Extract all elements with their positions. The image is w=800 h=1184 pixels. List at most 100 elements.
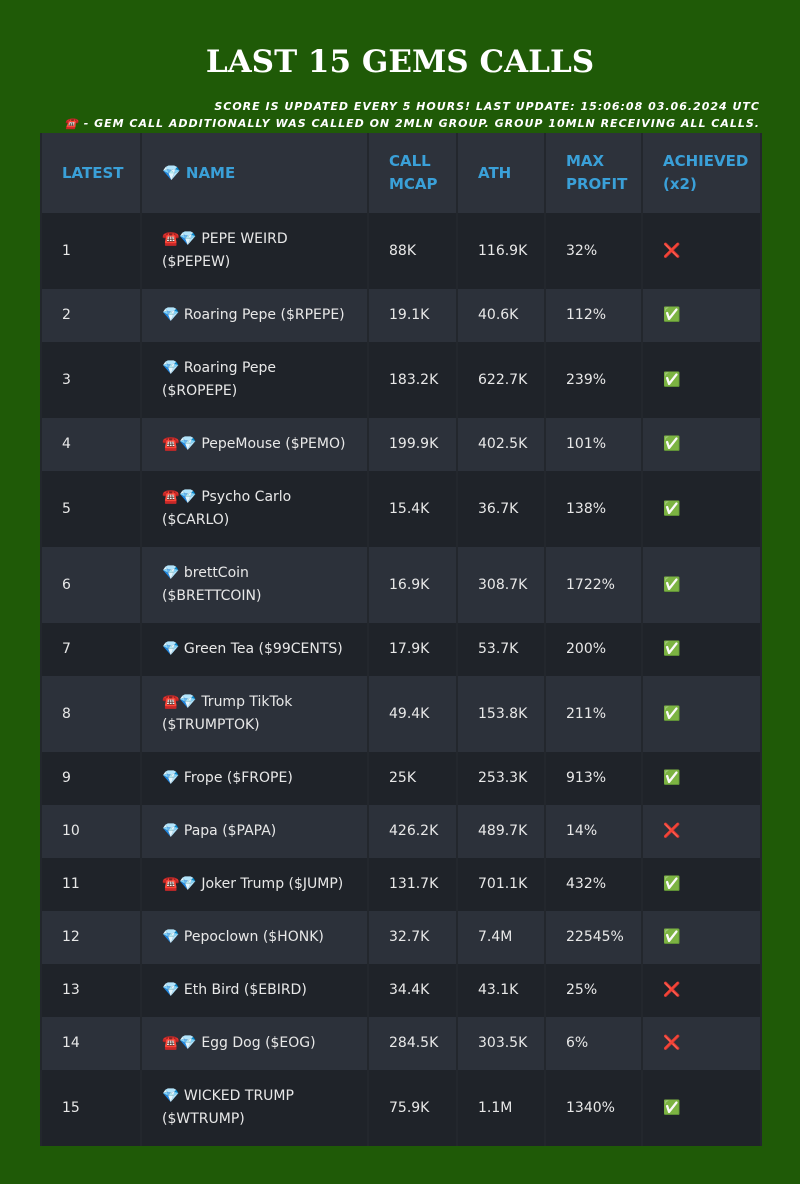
table-cell: 489.7K bbox=[456, 805, 546, 858]
table-cell: 💎 Green Tea ($99CENTS) bbox=[140, 623, 369, 676]
column-header: CALL MCAP bbox=[367, 133, 458, 213]
table-cell: 5 bbox=[40, 471, 142, 547]
table-row: 14 ☎️💎 Egg Dog ($EOG) 284.5K 303.5K 6% ❌ bbox=[40, 1017, 762, 1070]
table-cell: ☎️💎 Joker Trump ($JUMP) bbox=[140, 858, 369, 911]
table-cell: 25% bbox=[544, 964, 643, 1017]
table-cell: ☎️💎 PEPE WEIRD ($PEPEW) bbox=[140, 213, 369, 289]
table-cell: 32.7K bbox=[367, 911, 458, 964]
table-cell: ✅ bbox=[641, 418, 762, 471]
table-cell: ❌ bbox=[641, 1017, 762, 1070]
table-cell: 101% bbox=[544, 418, 643, 471]
table-cell: 1722% bbox=[544, 547, 643, 623]
table-cell: 36.7K bbox=[456, 471, 546, 547]
title: LAST 15 GEMS CALLS bbox=[205, 44, 595, 80]
table-cell: 14 bbox=[40, 1017, 142, 1070]
table-cell: ☎️💎 PepeMouse ($PEMO) bbox=[140, 418, 369, 471]
table-cell: 1 bbox=[40, 213, 142, 289]
table-cell: ✅ bbox=[641, 623, 762, 676]
table-row: 5 ☎️💎 Psycho Carlo ($CARLO) 15.4K 36.7K 138%… bbox=[40, 471, 762, 547]
column-header: LATEST bbox=[40, 133, 142, 213]
table-cell: 913% bbox=[544, 752, 643, 805]
column-header: ATH bbox=[456, 133, 546, 213]
table-cell: ✅ bbox=[641, 1070, 762, 1146]
table-cell: ❌ bbox=[641, 213, 762, 289]
table-row: 1 ☎️💎 PEPE WEIRD ($PEPEW) 88K 116.9K 32% ❌ bbox=[40, 213, 762, 289]
table-cell: 💎 WICKED TRUMP ($WTRUMP) bbox=[140, 1070, 369, 1146]
table-body: 1 ☎️💎 PEPE WEIRD ($PEPEW) 88K 116.9K 32% ❌ 2 💎 … bbox=[40, 213, 762, 1146]
table-row: 6 💎 brettCoin ($BRETTCOIN) 16.9K 308.7K 1722… bbox=[40, 547, 762, 623]
table-cell: 253.3K bbox=[456, 752, 546, 805]
table-cell: ✅ bbox=[641, 289, 762, 342]
table-cell: ✅ bbox=[641, 342, 762, 418]
table-row: 4 ☎️💎 PepeMouse ($PEMO) 199.9K 402.5K 101% ✅ bbox=[40, 418, 762, 471]
table-cell: 303.5K bbox=[456, 1017, 546, 1070]
table-cell: 17.9K bbox=[367, 623, 458, 676]
table-cell: 211% bbox=[544, 676, 643, 752]
table-row: 10 💎 Papa ($PAPA) 426.2K 489.7K 14% ❌ bbox=[40, 805, 762, 858]
table-cell: 6 bbox=[40, 547, 142, 623]
table-row: 3 💎 Roaring Pepe ($ROPEPE) 183.2K 622.7K 239… bbox=[40, 342, 762, 418]
table-cell: 💎 Eth Bird ($EBIRD) bbox=[140, 964, 369, 1017]
table-cell: 22545% bbox=[544, 911, 643, 964]
table-cell: 13 bbox=[40, 964, 142, 1017]
table-cell: 15.4K bbox=[367, 471, 458, 547]
table-cell: 💎 Frope ($FROPE) bbox=[140, 752, 369, 805]
table-cell: 402.5K bbox=[456, 418, 546, 471]
table-cell: 199.9K bbox=[367, 418, 458, 471]
table-cell: 200% bbox=[544, 623, 643, 676]
table-cell: ✅ bbox=[641, 752, 762, 805]
gems-table: LATEST 💎 NAME CALL MCAP ATH MAX PROFIT ACHIEV… bbox=[40, 133, 762, 1146]
table-cell: 138% bbox=[544, 471, 643, 547]
table-cell: 426.2K bbox=[367, 805, 458, 858]
table-cell: 88K bbox=[367, 213, 458, 289]
table-row: 12 💎 Pepoclown ($HONK) 32.7K 7.4M 22545% ✅ bbox=[40, 911, 762, 964]
table-cell: 16.9K bbox=[367, 547, 458, 623]
table-cell: 19.1K bbox=[367, 289, 458, 342]
table-cell: 34.4K bbox=[367, 964, 458, 1017]
table-cell: 75.9K bbox=[367, 1070, 458, 1146]
table-cell: 7 bbox=[40, 623, 142, 676]
note-line: ☎️ - GEM CALL ADDITIONALLY WAS CALLED ON… bbox=[64, 117, 760, 130]
table-row: 13 💎 Eth Bird ($EBIRD) 34.4K 43.1K 25% ❌ bbox=[40, 964, 762, 1017]
table-row: 8 ☎️💎 Trump TikTok ($TRUMPTOK) 49.4K 153.8K… bbox=[40, 676, 762, 752]
table-row: 15 💎 WICKED TRUMP ($WTRUMP) 75.9K 1.1M 1340%… bbox=[40, 1070, 762, 1146]
table-cell: 💎 Pepoclown ($HONK) bbox=[140, 911, 369, 964]
table-cell: 14% bbox=[544, 805, 643, 858]
table-cell: 11 bbox=[40, 858, 142, 911]
table-row: 11 ☎️💎 Joker Trump ($JUMP) 131.7K 701.1K 432… bbox=[40, 858, 762, 911]
table-cell: 💎 Roaring Pepe ($RPEPE) bbox=[140, 289, 369, 342]
table-cell: ❌ bbox=[641, 964, 762, 1017]
table-cell: 116.9K bbox=[456, 213, 546, 289]
table-cell: 1340% bbox=[544, 1070, 643, 1146]
notes: SCORE IS UPDATED EVERY 5 HOURS! LAST UPD… bbox=[40, 98, 760, 132]
table-cell: 💎 Papa ($PAPA) bbox=[140, 805, 369, 858]
table-cell: 32% bbox=[544, 213, 643, 289]
table-cell: 183.2K bbox=[367, 342, 458, 418]
table-cell: 153.8K bbox=[456, 676, 546, 752]
table-cell: 239% bbox=[544, 342, 643, 418]
table-cell: ✅ bbox=[641, 676, 762, 752]
table-cell: 43.1K bbox=[456, 964, 546, 1017]
table-cell: 15 bbox=[40, 1070, 142, 1146]
table-cell: 622.7K bbox=[456, 342, 546, 418]
table-cell: 308.7K bbox=[456, 547, 546, 623]
column-header: MAX PROFIT bbox=[544, 133, 643, 213]
table-cell: 112% bbox=[544, 289, 643, 342]
table-cell: ✅ bbox=[641, 858, 762, 911]
table-row: 7 💎 Green Tea ($99CENTS) 17.9K 53.7K 200% ✅ bbox=[40, 623, 762, 676]
table-cell: 12 bbox=[40, 911, 142, 964]
table-cell: 40.6K bbox=[456, 289, 546, 342]
table-cell: 💎 Roaring Pepe ($ROPEPE) bbox=[140, 342, 369, 418]
table-cell: 701.1K bbox=[456, 858, 546, 911]
table-cell: 284.5K bbox=[367, 1017, 458, 1070]
table-cell: 1.1M bbox=[456, 1070, 546, 1146]
table-cell: ☎️💎 Trump TikTok ($TRUMPTOK) bbox=[140, 676, 369, 752]
table-row: 2 💎 Roaring Pepe ($RPEPE) 19.1K 40.6K 112% ✅ bbox=[40, 289, 762, 342]
table-cell: ❌ bbox=[641, 805, 762, 858]
table-cell: 3 bbox=[40, 342, 142, 418]
table-cell: 2 bbox=[40, 289, 142, 342]
column-header: 💎 NAME bbox=[140, 133, 369, 213]
table-cell: 432% bbox=[544, 858, 643, 911]
table-cell: 9 bbox=[40, 752, 142, 805]
